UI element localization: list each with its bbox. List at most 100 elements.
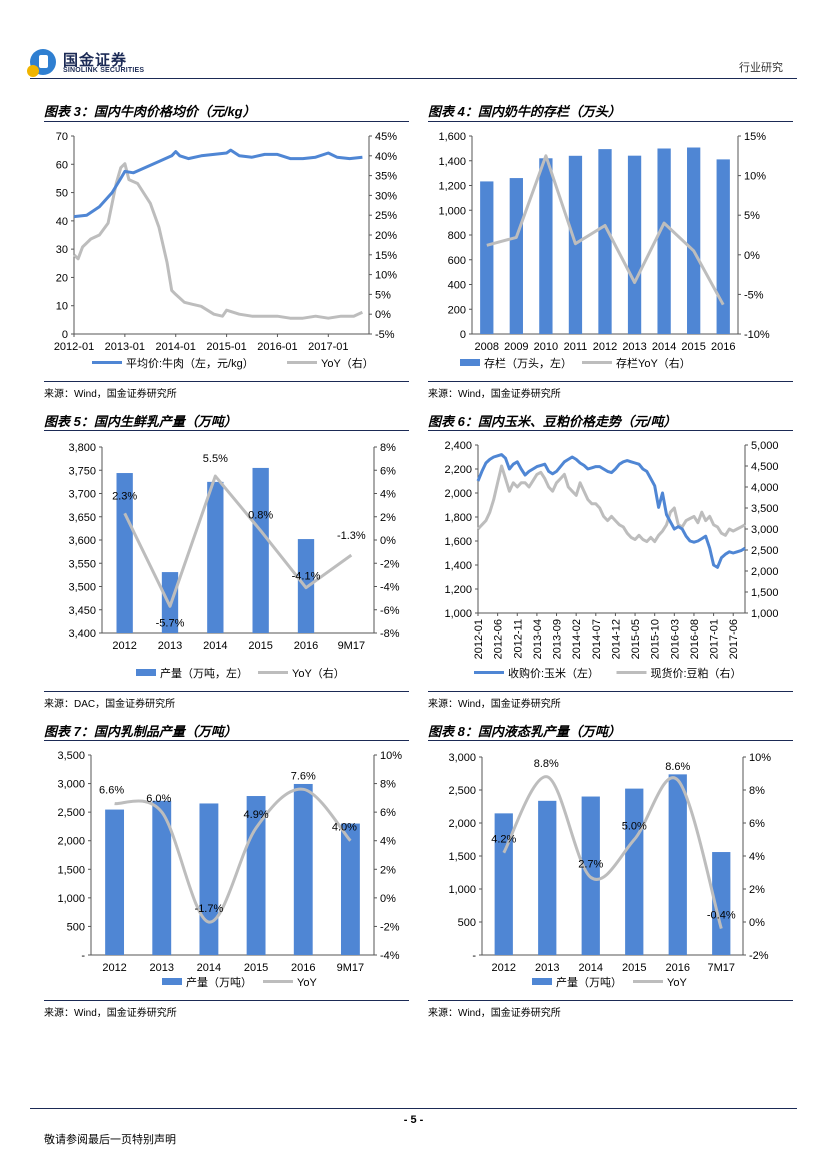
footer-rule — [30, 1108, 797, 1109]
chart7-ytick-right-label: 10% — [380, 750, 402, 762]
chart4-bar — [657, 148, 671, 334]
chart8-yoy-line — [502, 775, 723, 930]
chart3-x-label: 2016-01 — [257, 341, 297, 353]
chart-title-8: 图表 8：国内液态乳产量（万吨） — [428, 724, 621, 739]
chart7-ytick-right-label: 0% — [380, 893, 396, 905]
chart4-ytick-left-label: 1,200 — [438, 181, 466, 193]
chart5-ytick-right-label: 2% — [380, 512, 396, 524]
chart4-x-label: 2009 — [504, 341, 528, 353]
chart4-ytick-right-label: 15% — [744, 131, 766, 143]
chart8-ytick-left-label: 2,000 — [448, 818, 476, 830]
chart5-ytick-left-label: 3,500 — [68, 582, 96, 594]
chart6-ytick-left-label: 2,000 — [444, 488, 472, 500]
chart8-x-label: 2015 — [622, 962, 646, 974]
chart3-x-label: 2017-01 — [308, 341, 348, 353]
chart5-x-label: 9M17 — [338, 640, 366, 652]
chart3-x-label: 2012-01 — [54, 341, 94, 353]
chart8-bar — [668, 774, 687, 955]
chart6-x-label: 2014-02 — [571, 619, 583, 659]
chart-3-source: 来源：Wind，国金证券研究所 — [44, 389, 177, 400]
chart7-ytick-left-label: 1,000 — [57, 893, 85, 905]
chart4-bar — [509, 178, 523, 334]
chart4-ytick-left-label: 1,600 — [438, 131, 466, 143]
chart6-ytick-left-label: 2,200 — [444, 464, 472, 476]
chart7-ytick-left-label: 3,000 — [57, 779, 85, 791]
chart4-x-label: 2013 — [622, 341, 646, 353]
chart3-x-label: 2013-01 — [105, 341, 145, 353]
chart3-ytick-right-label: 5% — [375, 289, 391, 301]
chart8-ytick-left-label: - — [472, 950, 476, 962]
chart4-x-label: 2008 — [475, 341, 499, 353]
chart8-data-label: 5.0% — [622, 821, 647, 833]
chart4-bar — [480, 181, 494, 334]
chart6-ytick-right-label: 2,000 — [751, 566, 779, 578]
chart5-ytick-left-label: 3,450 — [68, 605, 96, 617]
chart5-data-label: 0.8% — [248, 510, 273, 522]
chart-4-source-rule — [428, 381, 793, 382]
chart8-data-label: 2.7% — [578, 858, 603, 870]
chart7-ytick-right-label: 6% — [380, 807, 396, 819]
chart6-ytick-right-label: 3,500 — [751, 503, 779, 515]
chart5-legend-label: YoY（右） — [292, 666, 345, 680]
chart8-ytick-left-label: 500 — [458, 917, 476, 929]
chart5-ytick-left-label: 3,700 — [68, 489, 96, 501]
chart5-ytick-left-label: 3,600 — [68, 535, 96, 547]
chart-8-source-rule — [428, 1000, 793, 1001]
chart3-ytick-left-label: 10 — [56, 301, 68, 313]
chart4-ytick-right-label: 10% — [744, 171, 766, 183]
chart4-x-label: 2016 — [711, 341, 735, 353]
chart4-ytick-left-label: 0 — [460, 329, 466, 341]
chart3-ytick-right-label: 25% — [375, 210, 397, 222]
chart5-ytick-left-label: 3,800 — [68, 442, 96, 454]
chart7-bar — [152, 800, 172, 955]
chart3-series-left — [73, 148, 363, 219]
chart4-ytick-left-label: 400 — [448, 280, 466, 292]
chart-3-title-rule — [44, 121, 409, 122]
chart4-bar — [539, 158, 553, 334]
chart7-data-label: 7.6% — [291, 770, 316, 782]
chart8-legend-label: 产量（万吨） — [556, 975, 622, 989]
chart5-data-label: -5.7% — [156, 617, 185, 629]
chart5-data-label: -1.3% — [337, 530, 366, 542]
chart3-ytick-right-label: 30% — [375, 190, 397, 202]
chart7-data-label: 6.6% — [99, 785, 124, 797]
chart-5-source: 来源：DAC，国金证券研究所 — [44, 699, 176, 710]
chart5-ytick-right-label: 6% — [380, 465, 396, 477]
chart8-data-label: -0.4% — [707, 910, 736, 922]
chart4-ytick-right-label: 0% — [744, 250, 760, 262]
chart3-ytick-right-label: 0% — [375, 309, 391, 321]
chart6-x-label: 2014-07 — [591, 619, 603, 659]
chart5-ytick-right-label: -8% — [380, 628, 400, 640]
chart7-ytick-left-label: 2,500 — [57, 807, 85, 819]
chart8-bar — [712, 852, 731, 955]
chart-dairy-product-output: - 500 1,000 1,500 2,000 2,500 3,000 3,500 -4% -2%… — [57, 750, 402, 989]
chart-7-source: 来源：Wind，国金证券研究所 — [44, 1008, 177, 1019]
chart4-x-label: 2010 — [534, 341, 558, 353]
section-label: 行业研究 — [739, 62, 783, 74]
chart3-ytick-right-label: -5% — [375, 329, 395, 341]
chart7-x-label: 2012 — [102, 962, 126, 974]
chart8-data-label: 4.2% — [491, 834, 516, 846]
chart8-x-label: 2014 — [579, 962, 603, 974]
chart-6-source-rule — [428, 691, 793, 692]
chart5-legend-swatch-bar — [136, 669, 156, 676]
chart-7-source-rule — [44, 1000, 409, 1001]
chart5-ytick-right-label: -6% — [380, 605, 400, 617]
chart4-ytick-right-label: -5% — [744, 289, 764, 301]
chart5-ytick-left-label: 3,400 — [68, 628, 96, 640]
chart4-x-label: 2011 — [564, 341, 588, 353]
chart8-ytick-right-label: 0% — [749, 917, 765, 929]
chart-title-4: 图表 4：国内奶牛的存栏（万头） — [428, 104, 621, 119]
chart7-x-label: 9M17 — [337, 962, 365, 974]
chart6-ytick-left-label: 1,200 — [444, 584, 472, 596]
chart6-x-label: 2012-01 — [473, 619, 485, 659]
chart6-series-left — [476, 453, 746, 569]
chart5-x-label: 2015 — [248, 640, 272, 652]
chart7-bar — [199, 803, 219, 955]
chart8-ytick-right-label: 10% — [749, 752, 771, 764]
chart8-ytick-right-label: 2% — [749, 884, 765, 896]
chart4-legend-label: 存栏YoY（右） — [616, 356, 691, 370]
chart5-data-label: 2.3% — [112, 490, 137, 502]
chart-8-source: 来源：Wind，国金证券研究所 — [428, 1008, 561, 1019]
chart4-bar — [716, 159, 730, 334]
